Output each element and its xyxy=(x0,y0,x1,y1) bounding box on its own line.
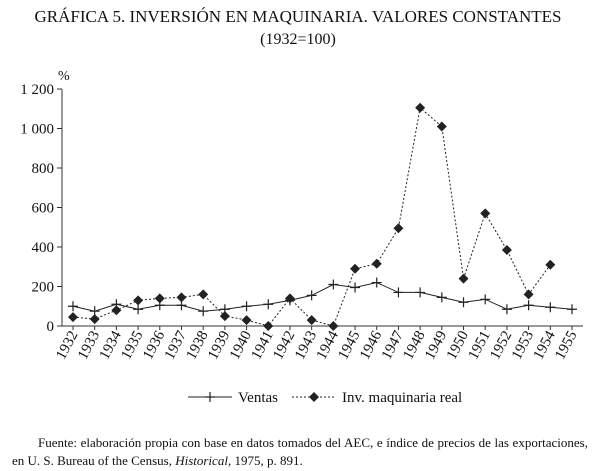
marker xyxy=(89,314,100,325)
x-tick-label: 1942 xyxy=(270,328,298,362)
marker xyxy=(350,282,361,293)
marker xyxy=(393,287,404,298)
x-tick-label: 1932 xyxy=(53,328,81,362)
marker xyxy=(458,297,469,308)
source-title: Historical xyxy=(175,453,228,468)
x-tick-label: 1949 xyxy=(422,328,450,362)
marker xyxy=(393,223,404,234)
marker xyxy=(219,311,230,322)
marker xyxy=(371,258,382,269)
y-tick-label: 1 000 xyxy=(20,122,54,138)
source-text: , 1975, p. 891. xyxy=(227,453,303,468)
series-line xyxy=(72,282,573,312)
marker xyxy=(436,292,447,303)
marker xyxy=(263,321,274,331)
y-tick-label: 400 xyxy=(32,240,55,256)
marker xyxy=(415,102,426,113)
x-tick-label: 1938 xyxy=(183,328,211,362)
x-tick-label: 1940 xyxy=(227,328,255,362)
legend-label: Inv. maquinaria real xyxy=(342,390,462,406)
y-tick-label: 600 xyxy=(32,201,55,217)
x-tick-label: 1941 xyxy=(249,328,277,362)
x-tick-label: 1935 xyxy=(118,328,146,362)
marker xyxy=(523,300,534,311)
marker xyxy=(501,244,512,255)
marker xyxy=(205,392,215,402)
marker xyxy=(133,304,144,315)
x-tick-label: 1943 xyxy=(292,328,320,362)
marker xyxy=(371,277,382,288)
marker xyxy=(176,292,187,303)
chart-subtitle: (1932=100) xyxy=(260,31,336,48)
x-tick-label: 1939 xyxy=(205,328,233,362)
marker xyxy=(68,301,78,312)
y-tick-label: 1 200 xyxy=(20,82,54,98)
marker xyxy=(458,273,469,284)
marker xyxy=(328,321,339,331)
marker xyxy=(436,121,447,132)
chart-title: GRÁFICA 5. INVERSIÓN EN MAQUINARIA. VALO… xyxy=(35,7,562,26)
chart: GRÁFICA 5. INVERSIÓN EN MAQUINARIA. VALO… xyxy=(20,7,583,406)
marker xyxy=(567,304,577,315)
marker xyxy=(306,315,317,326)
x-tick-label: 1945 xyxy=(335,328,363,362)
marker xyxy=(133,295,144,306)
y-tick-label: 200 xyxy=(32,280,55,296)
y-tick-label: 800 xyxy=(32,161,55,177)
marker xyxy=(263,299,274,310)
marker xyxy=(501,304,512,315)
marker xyxy=(198,306,209,317)
y-tick-label: 0 xyxy=(47,319,55,335)
source-note: Fuente: elaboración propia con base en d… xyxy=(12,434,588,470)
marker xyxy=(545,259,556,270)
x-tick-label: 1952 xyxy=(487,328,515,362)
marker xyxy=(328,279,339,290)
marker xyxy=(111,305,122,316)
x-tick-label: 1955 xyxy=(552,328,580,362)
marker xyxy=(241,315,252,326)
source-text: Fuente: elaboración propia con base en d… xyxy=(12,435,588,468)
marker xyxy=(154,293,165,304)
legend-label: Ventas xyxy=(238,390,278,406)
y-unit: % xyxy=(58,69,70,84)
x-tick-label: 1953 xyxy=(509,328,537,362)
x-tick-label: 1951 xyxy=(466,328,494,362)
x-tick-label: 1933 xyxy=(75,328,103,362)
marker xyxy=(241,301,252,312)
x-tick-label: 1950 xyxy=(444,328,472,362)
marker xyxy=(415,287,426,298)
marker xyxy=(523,289,534,300)
marker xyxy=(480,294,491,305)
marker xyxy=(68,312,78,323)
marker xyxy=(198,289,209,300)
marker xyxy=(309,392,319,402)
marker xyxy=(350,263,361,274)
marker xyxy=(306,290,317,301)
marker xyxy=(480,208,491,219)
x-tick-label: 1948 xyxy=(400,328,428,362)
marker xyxy=(284,293,295,304)
marker xyxy=(545,302,556,313)
